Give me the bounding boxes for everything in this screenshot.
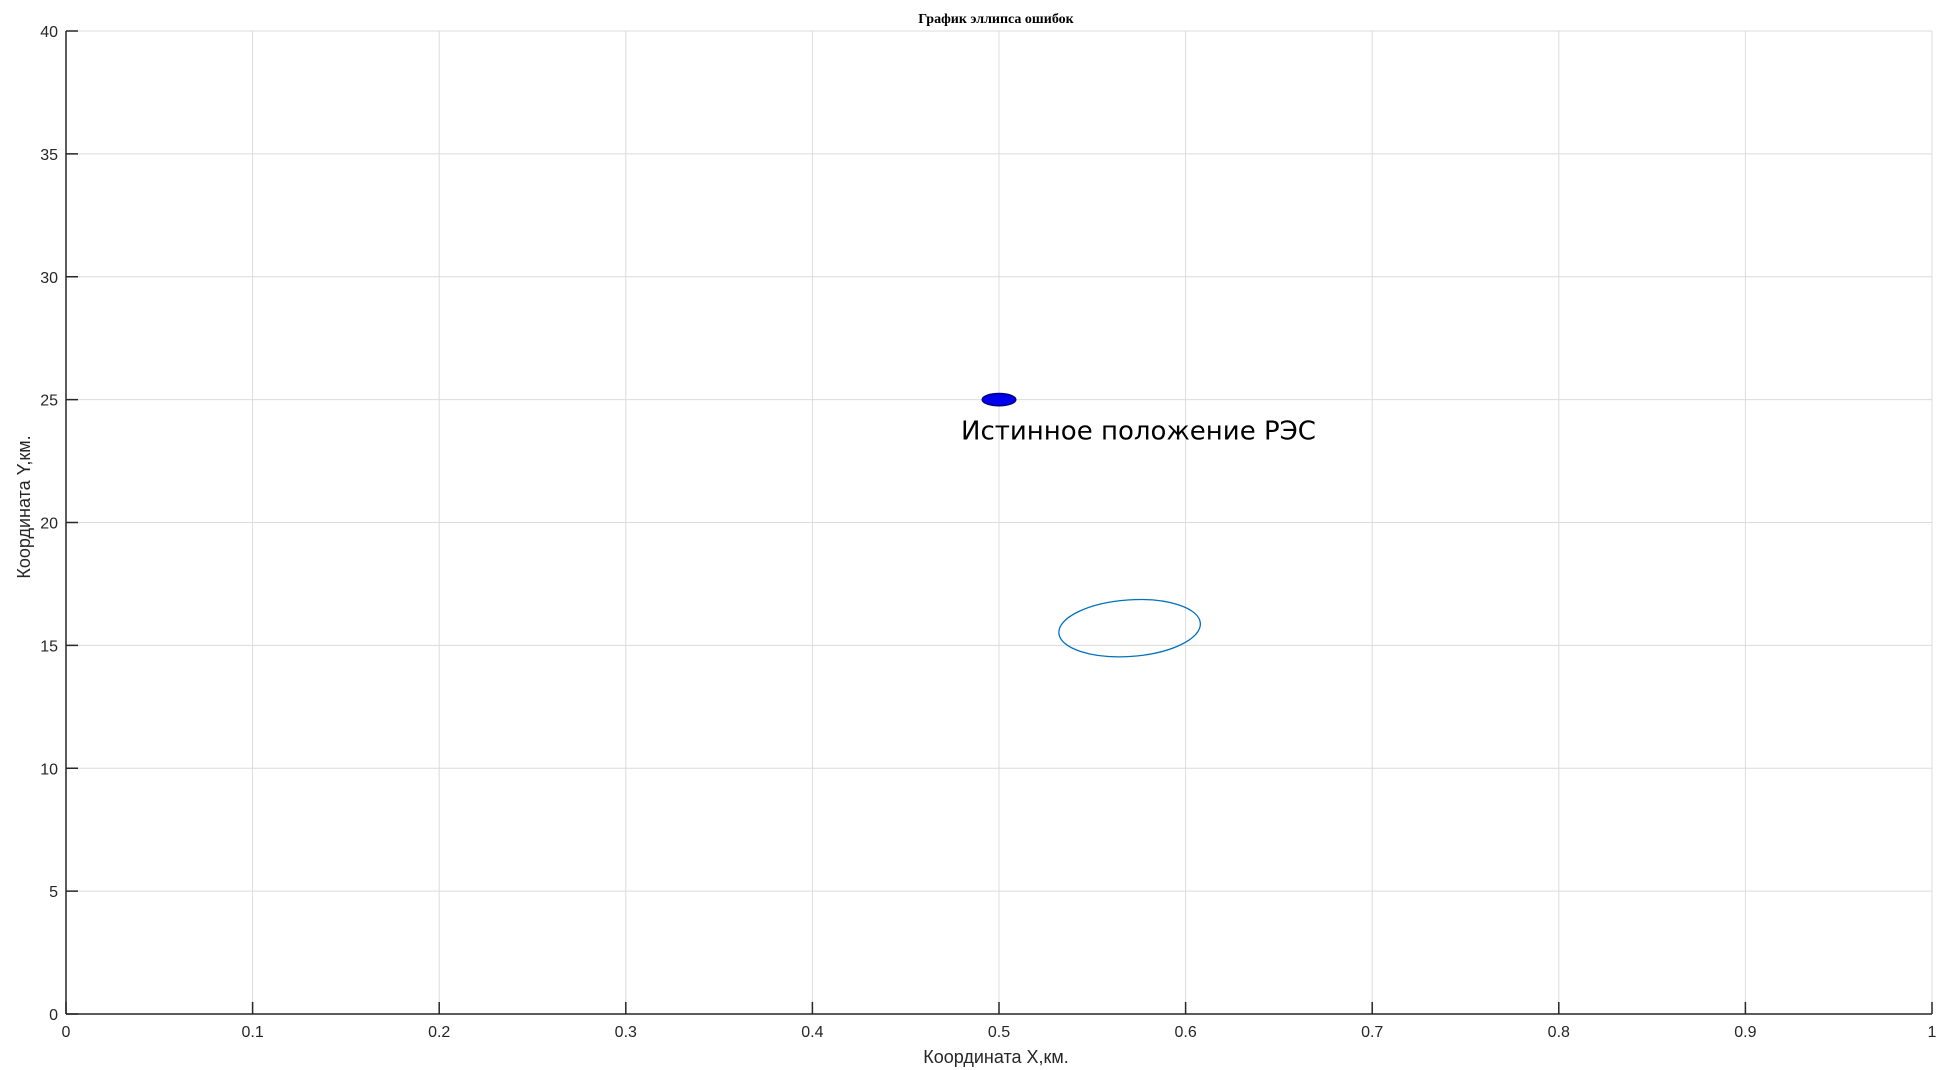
x-tick-label: 0.8	[1548, 1024, 1570, 1041]
y-axis-label: Координата Y,км.	[14, 435, 34, 578]
data-layer: Истинное положение РЭС	[961, 392, 1316, 658]
x-tick-label: 0.1	[241, 1024, 263, 1041]
y-tick-label: 0	[49, 1007, 58, 1024]
true-position-marker	[981, 392, 1017, 407]
x-tick-label: 0.2	[428, 1024, 450, 1041]
y-tick-label: 25	[40, 393, 58, 410]
y-tick-label: 10	[40, 761, 58, 778]
x-tick-label: 0.3	[615, 1024, 637, 1041]
y-tick-label: 15	[40, 638, 58, 655]
x-tick-label: 0.4	[801, 1024, 823, 1041]
chart-title: График эллипса ошибок	[918, 12, 1074, 27]
y-tick-label: 30	[40, 270, 58, 287]
x-tick-label: 0.5	[988, 1024, 1010, 1041]
x-tick-label: 1	[1928, 1024, 1937, 1041]
x-tick-label: 0.9	[1734, 1024, 1756, 1041]
tick-labels: 0 0.1 0.2 0.3 0.4 0.5 0.6 0.7 0.8 0.9 105101520253…	[40, 24, 1936, 1041]
true-position-label: Истинное положение РЭС	[961, 417, 1316, 447]
x-tick-label: 0.7	[1361, 1024, 1383, 1041]
x-axis-label: Координата X,км.	[923, 1047, 1069, 1067]
axes	[65, 30, 1933, 1015]
grid	[65, 30, 1933, 1015]
y-tick-label: 5	[49, 884, 58, 901]
x-tick-label: 0.6	[1174, 1024, 1196, 1041]
x-tick-label: 0	[62, 1024, 71, 1041]
y-tick-label: 35	[40, 147, 58, 164]
y-tick-label: 20	[40, 516, 58, 533]
y-tick-label: 40	[40, 24, 58, 41]
error-ellipse	[1058, 598, 1202, 658]
